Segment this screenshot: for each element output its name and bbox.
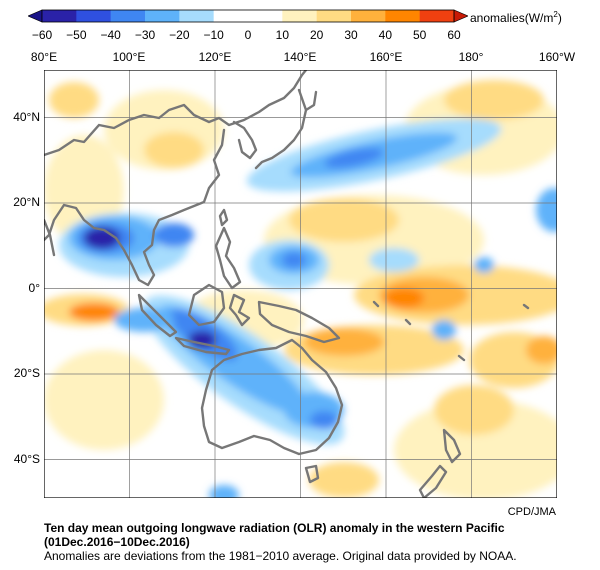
colorbar-cell	[420, 10, 455, 22]
colorbar-tick-label: 30	[336, 28, 366, 42]
colorbar-tick-label: −30	[130, 28, 160, 42]
olr-anomaly-map	[44, 70, 557, 498]
lon-label: 100°E	[104, 50, 154, 64]
colorbar-cell	[76, 10, 111, 22]
colorbar-tick-label: −10	[199, 28, 229, 42]
colorbar-left-arrow	[28, 10, 42, 22]
lon-label: 120°E	[190, 50, 240, 64]
lon-label: 140°E	[275, 50, 325, 64]
colorbar-tick-label: 60	[439, 28, 469, 42]
colorbar-cell	[111, 10, 146, 22]
lat-label: 20°N	[2, 195, 40, 209]
colorbar-cell	[179, 10, 214, 22]
caption-title: Ten day mean outgoing longwave radiation…	[44, 521, 505, 535]
caption-period: (01Dec.2016−10Dec.2016)	[44, 535, 190, 549]
colorbar-cell	[248, 10, 283, 22]
caption-note: Anomalies are deviations from the 1981−2…	[44, 549, 517, 563]
lat-label: 40°N	[2, 110, 40, 124]
lon-label: 160°W	[532, 50, 582, 64]
lon-label: 160°E	[361, 50, 411, 64]
colorbar-cell	[42, 10, 77, 22]
colorbar-units: anomalies(W/m2)	[470, 10, 562, 25]
colorbar-tick-label: 10	[267, 28, 297, 42]
colorbar-tick-label: 0	[233, 28, 263, 42]
colorbar-cell	[214, 10, 249, 22]
lon-label: 80°E	[19, 50, 69, 64]
colorbar-tick-label: −50	[61, 28, 91, 42]
colorbar-tick-label: 40	[370, 28, 400, 42]
colorbar-tick-label: 20	[302, 28, 332, 42]
colorbar-tick-label: −40	[96, 28, 126, 42]
lon-label: 180°	[446, 50, 496, 64]
colorbar-tick-label: 50	[405, 28, 435, 42]
colorbar-cell	[351, 10, 386, 22]
colorbar-cell	[282, 10, 317, 22]
credit-label: CPD/JMA	[508, 506, 556, 518]
colorbar-cell	[317, 10, 352, 22]
colorbar-right-arrow	[454, 10, 468, 22]
colorbar-tick-label: −60	[27, 28, 57, 42]
colorbar-scale	[28, 8, 468, 24]
lat-label: 40°S	[2, 452, 40, 466]
colorbar-cell	[145, 10, 180, 22]
units-prefix: anomalies(W/m	[470, 11, 553, 25]
lat-label: 20°S	[2, 366, 40, 380]
units-suffix: )	[558, 11, 562, 25]
lat-label: 0°	[2, 281, 40, 295]
colorbar-tick-label: −20	[164, 28, 194, 42]
colorbar-cell	[385, 10, 420, 22]
